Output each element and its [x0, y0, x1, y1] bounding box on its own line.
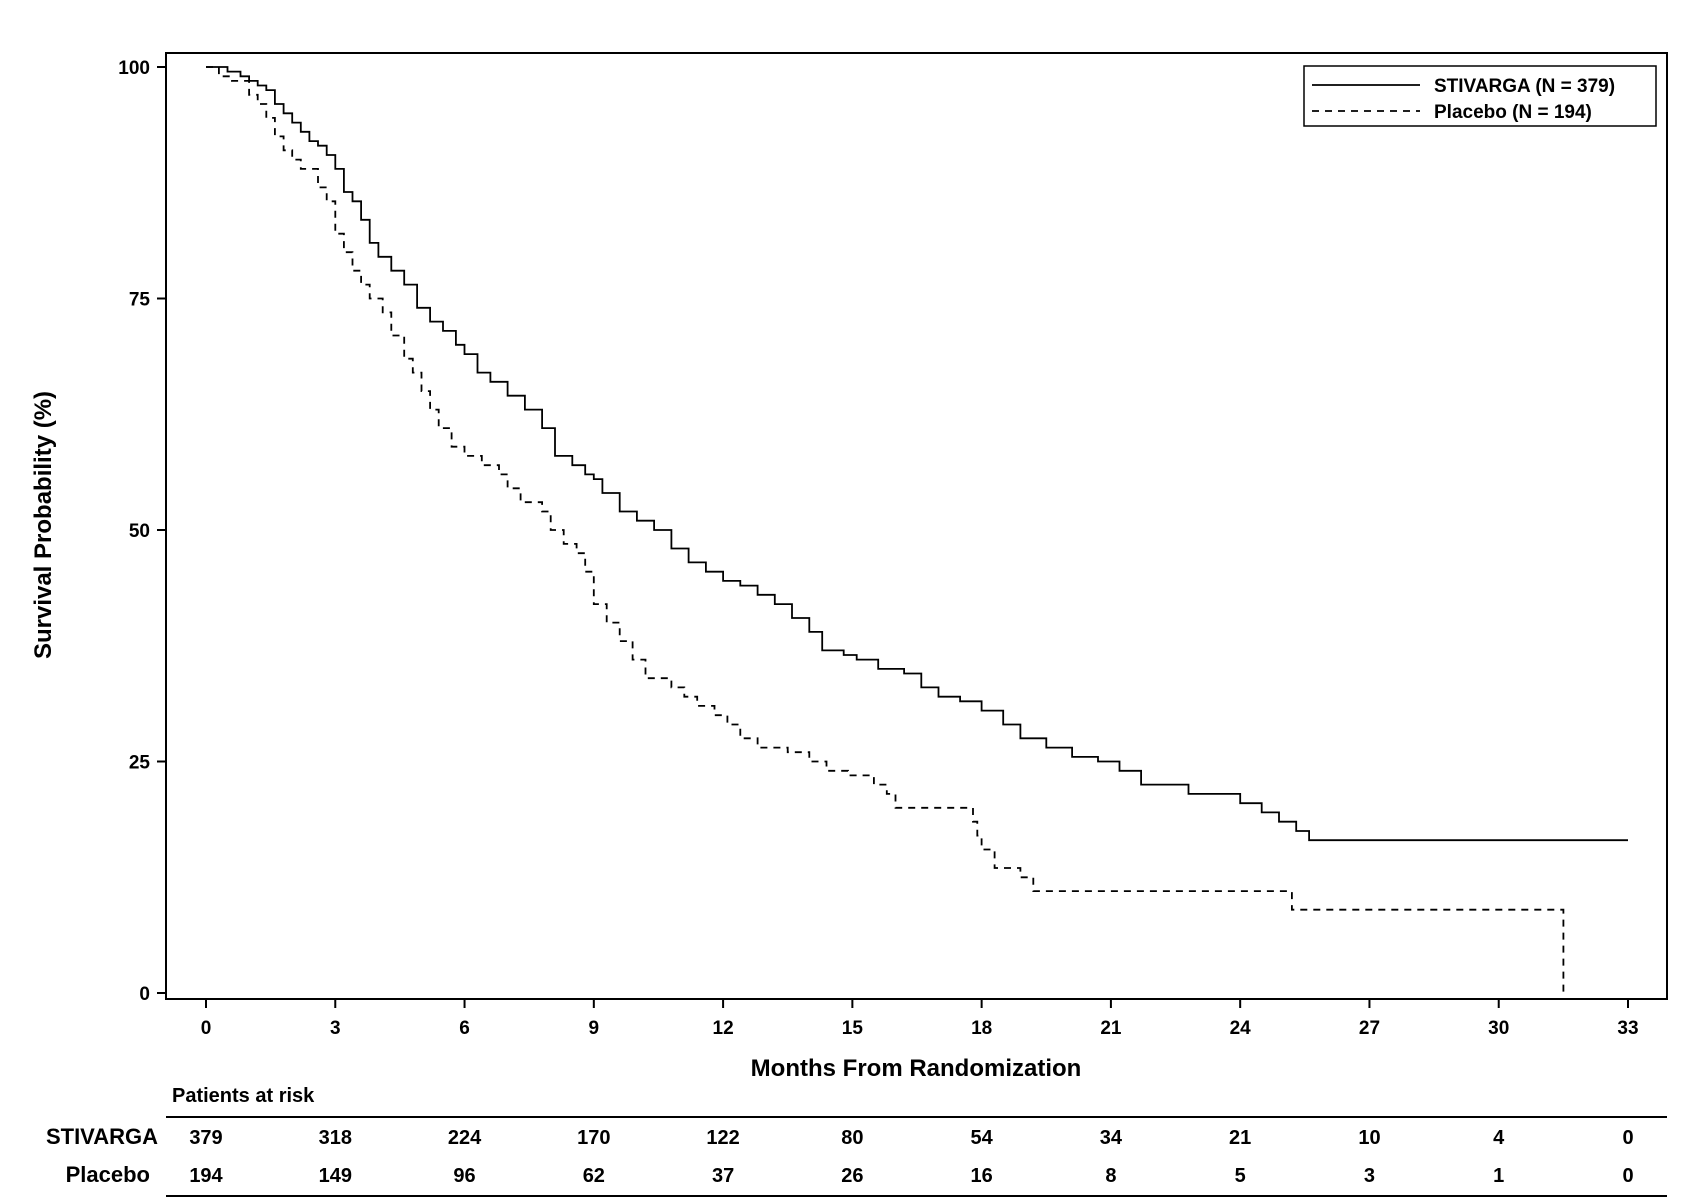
- legend: STIVARGA (N = 379) Placebo (N = 194): [1303, 65, 1657, 127]
- series-line-stivarga: [206, 66, 1628, 842]
- risk-row-label-placebo: Placebo: [66, 1162, 150, 1187]
- risk-value-stivarga-0: 379: [189, 1127, 222, 1149]
- risk-value-stivarga-9: 170: [577, 1127, 610, 1149]
- y-tick-label-100: 100: [118, 58, 150, 79]
- x-tick-label-27: 27: [1359, 1018, 1380, 1039]
- risk-value-placebo-24: 5: [1235, 1165, 1246, 1187]
- y-axis: 0 25 50 75 100: [118, 58, 166, 1005]
- x-tick-label-18: 18: [971, 1018, 992, 1039]
- risk-value-placebo-15: 26: [841, 1165, 863, 1187]
- risk-value-placebo-12: 37: [712, 1165, 734, 1187]
- legend-label-placebo: Placebo (N = 194): [1434, 102, 1592, 123]
- x-tick-label-24: 24: [1230, 1018, 1252, 1039]
- risk-value-stivarga-15: 80: [841, 1127, 863, 1149]
- y-tick-label-75: 75: [129, 290, 151, 311]
- risk-value-placebo-6: 96: [453, 1165, 475, 1187]
- risk-value-stivarga-18: 54: [971, 1127, 994, 1149]
- risk-row-label-stivarga: STIVARGA: [46, 1124, 158, 1149]
- risk-value-placebo-3: 149: [319, 1165, 352, 1187]
- x-tick-label-33: 33: [1617, 1018, 1638, 1039]
- risk-value-stivarga-24: 21: [1229, 1127, 1251, 1149]
- series-line-placebo: [206, 66, 1565, 993]
- y-tick-label-25: 25: [129, 753, 151, 774]
- x-tick-label-9: 9: [589, 1018, 600, 1039]
- x-tick-label-3: 3: [330, 1018, 341, 1039]
- x-axis: 0 3 6 9 12 15 18 21 24 27 30 33: [201, 999, 1639, 1039]
- risk-value-stivarga-27: 10: [1358, 1127, 1380, 1149]
- x-tick-label-15: 15: [842, 1018, 864, 1039]
- series-layer: [206, 66, 1628, 993]
- x-axis-title: Months From Randomization: [751, 1055, 1082, 1082]
- plot-frame: [165, 52, 1668, 1000]
- risk-value-placebo-9: 62: [583, 1165, 605, 1187]
- risk-value-placebo-0: 194: [189, 1165, 223, 1187]
- x-tick-label-0: 0: [201, 1018, 212, 1039]
- risk-table-title: Patients at risk: [172, 1085, 315, 1107]
- risk-table: Patients at risk STIVARGA Placebo 379 318…: [46, 1085, 1667, 1197]
- risk-value-placebo-18: 16: [971, 1165, 993, 1187]
- y-tick-label-50: 50: [129, 521, 150, 542]
- y-tick-label-0: 0: [139, 984, 150, 1005]
- x-tick-label-6: 6: [459, 1018, 470, 1039]
- risk-value-stivarga-6: 224: [448, 1127, 482, 1149]
- risk-value-placebo-27: 3: [1364, 1165, 1375, 1187]
- risk-value-stivarga-3: 318: [319, 1127, 352, 1149]
- risk-value-placebo-30: 1: [1493, 1165, 1504, 1187]
- risk-value-stivarga-30: 4: [1493, 1127, 1505, 1149]
- x-tick-label-21: 21: [1100, 1018, 1122, 1039]
- legend-box: [1303, 65, 1657, 127]
- y-axis-title: Survival Probability (%): [30, 391, 57, 659]
- risk-value-stivarga-33: 0: [1622, 1127, 1633, 1149]
- x-tick-label-30: 30: [1488, 1018, 1509, 1039]
- risk-value-placebo-21: 8: [1105, 1165, 1116, 1187]
- risk-value-stivarga-12: 122: [706, 1127, 739, 1149]
- legend-label-stivarga: STIVARGA (N = 379): [1434, 76, 1615, 97]
- x-tick-label-12: 12: [713, 1018, 734, 1039]
- risk-value-stivarga-21: 34: [1100, 1127, 1123, 1149]
- risk-value-placebo-33: 0: [1622, 1165, 1633, 1187]
